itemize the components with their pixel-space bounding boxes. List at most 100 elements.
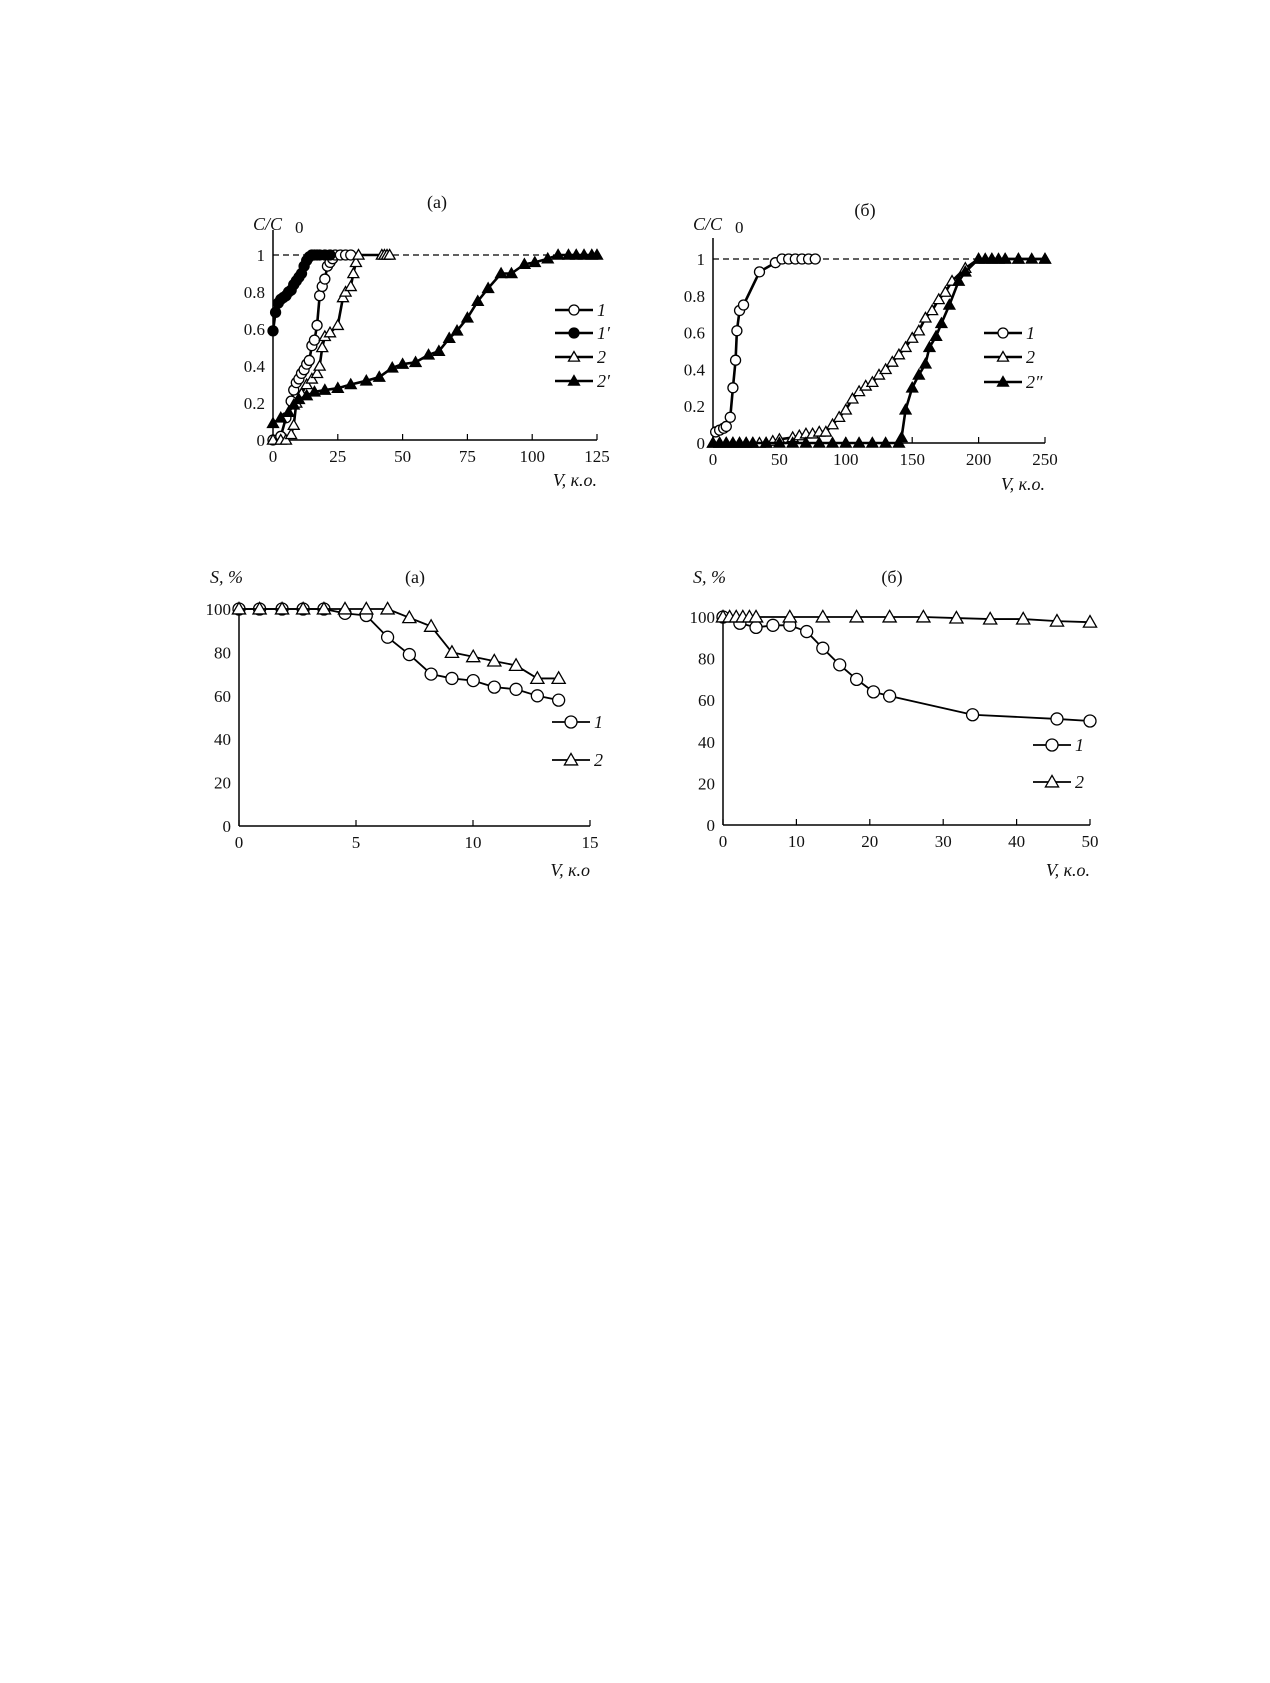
data-point	[231, 601, 247, 615]
y-tick-label: 0.2	[244, 394, 265, 413]
data-point	[349, 255, 363, 268]
series-1	[710, 253, 821, 438]
data-point	[929, 329, 943, 342]
data-point	[460, 311, 475, 323]
data-point	[450, 324, 464, 336]
data-point	[815, 609, 831, 623]
data-point	[508, 657, 524, 672]
data-point	[1038, 252, 1052, 264]
data-point	[358, 601, 375, 615]
data-point	[1025, 252, 1039, 264]
data-point	[551, 248, 565, 260]
y-tick-label: 0	[223, 817, 232, 836]
data-point	[1049, 613, 1065, 627]
data-point	[316, 601, 332, 615]
legend-marker	[568, 327, 580, 339]
data-point	[816, 641, 830, 655]
x-tick-label: 25	[329, 447, 346, 466]
y-tick-label: 20	[214, 774, 231, 793]
legend-item-2: 1′	[555, 323, 611, 343]
series-line	[239, 608, 559, 680]
x-tick-label: 15	[582, 833, 599, 852]
data-point	[749, 620, 763, 635]
data-point	[287, 398, 301, 410]
y-tick-label: 0.4	[244, 357, 266, 376]
data-point	[408, 355, 423, 368]
data-point	[424, 667, 438, 681]
data-point	[331, 318, 345, 331]
data-point	[300, 377, 314, 390]
data-point	[551, 693, 566, 707]
data-point	[1050, 712, 1064, 726]
data-point	[445, 671, 459, 686]
data-point	[731, 325, 743, 337]
data-point	[865, 375, 879, 388]
data-point	[313, 359, 327, 371]
data-point	[379, 601, 396, 615]
data-point	[748, 609, 764, 623]
data-point	[338, 285, 353, 297]
data-point	[925, 303, 939, 316]
data-point	[759, 436, 773, 448]
series-3	[266, 248, 397, 445]
legend-label: 1	[594, 712, 603, 732]
chart-title: (б)	[854, 200, 875, 221]
data-point	[839, 436, 853, 448]
legend-label: 1	[1075, 735, 1084, 755]
y-tick-label: 1	[697, 250, 706, 269]
legend-label: 2″	[1026, 372, 1043, 392]
data-point	[274, 410, 288, 423]
data-point	[281, 405, 296, 418]
legend-item-1: 1	[984, 323, 1035, 343]
data-point	[550, 670, 567, 685]
x-tick-label: 100	[519, 447, 545, 466]
series-2	[267, 249, 336, 337]
data-point	[832, 410, 846, 423]
legend-label: 1′	[597, 323, 611, 343]
legend-marker	[996, 350, 1010, 362]
y-tick-label: 80	[698, 650, 715, 669]
data-point	[746, 436, 760, 448]
data-point	[569, 248, 583, 260]
data-point	[318, 383, 332, 395]
series-1	[716, 610, 1097, 728]
data-point	[590, 248, 604, 260]
data-point	[882, 689, 897, 703]
data-point	[577, 248, 591, 260]
data-point	[782, 609, 798, 623]
x-axis-label: V, к.о.	[1001, 474, 1045, 494]
data-point	[465, 648, 481, 663]
data-point	[932, 292, 946, 305]
data-point	[444, 644, 460, 658]
data-point	[423, 618, 439, 632]
data-point	[351, 248, 366, 260]
x-tick-label: 100	[833, 450, 859, 469]
legend-item-2: 2	[1033, 772, 1084, 792]
data-point	[421, 348, 436, 360]
data-point	[487, 680, 501, 694]
legend-item-2: 2	[552, 750, 603, 770]
data-point	[528, 255, 542, 268]
data-point	[852, 436, 866, 448]
y-axis-label: S, %	[693, 567, 726, 587]
y-tick-label: 0.6	[244, 320, 265, 339]
data-point	[918, 311, 933, 323]
chart-1: 0 25 50 75 100 125 0 0.2 0.4 0.6 0.8 1 (а) C/C 0 V, к.о…	[244, 192, 611, 490]
data-point	[1011, 252, 1026, 264]
data-point	[324, 249, 336, 261]
y-tick-label: 0.8	[684, 287, 705, 306]
data-point	[879, 436, 893, 448]
y-tick-label: 0.4	[684, 360, 706, 379]
data-point	[918, 357, 933, 369]
data-point	[323, 325, 337, 338]
data-point	[336, 290, 350, 303]
legend-label: 2	[1026, 347, 1035, 367]
legend-label: 1	[1026, 323, 1035, 343]
x-tick-label: 125	[584, 447, 610, 466]
data-point	[894, 430, 909, 443]
x-tick-label: 50	[771, 450, 788, 469]
data-point	[800, 624, 814, 639]
data-point	[766, 618, 780, 632]
legend-marker	[1045, 738, 1059, 752]
